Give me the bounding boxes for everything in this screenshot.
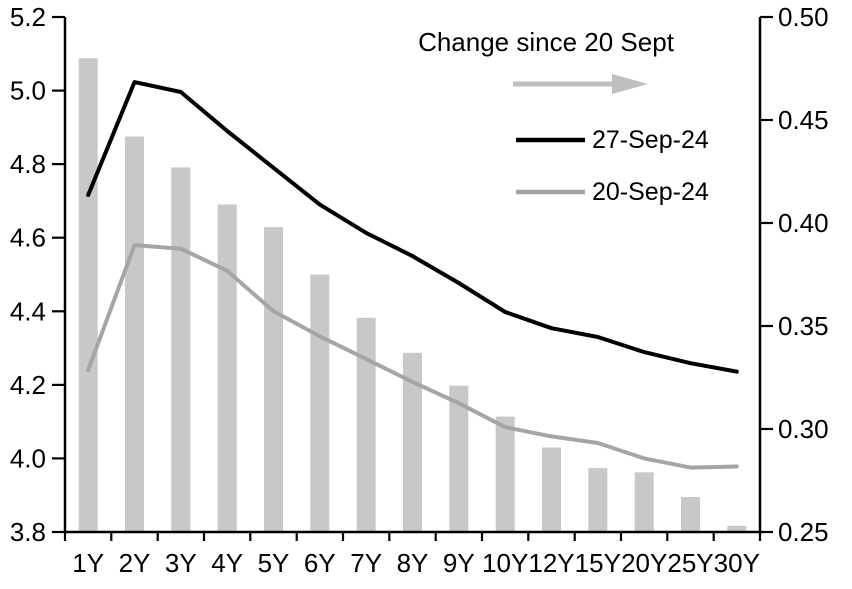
x-axis-category-label: 8Y [397, 548, 429, 578]
x-axis-category-label: 5Y [258, 548, 290, 578]
x-axis-category-label: 3Y [165, 548, 197, 578]
bar-7Y [356, 317, 376, 532]
bar-4Y [217, 204, 237, 532]
right-axis-tick-label: 0.45 [778, 105, 829, 135]
x-axis-category-label: 30Y [714, 548, 760, 578]
x-axis-category-label: 9Y [443, 548, 475, 578]
left-axis-tick-label: 4.4 [10, 296, 46, 326]
left-axis-tick-label: 5.0 [10, 76, 46, 106]
right-axis-tick-label: 0.30 [778, 414, 829, 444]
right-axis-tick-label: 0.25 [778, 517, 829, 547]
x-axis-category-label: 7Y [350, 548, 382, 578]
bar-30Y [727, 525, 747, 532]
bar-10Y [495, 416, 515, 532]
bar-2Y [125, 136, 144, 532]
bar-1Y [78, 58, 98, 532]
bar-25Y [681, 497, 700, 532]
line-27-sep-24 [86, 80, 739, 374]
change-arrow-head-icon [612, 74, 648, 94]
left-axis-tick-label: 3.8 [10, 517, 46, 547]
right-axis-tick-label: 0.40 [778, 208, 829, 238]
bar-3Y [171, 167, 191, 532]
x-axis-category-label: 10Y [482, 548, 528, 578]
bar-9Y [449, 385, 469, 532]
line-20-sep-24 [86, 243, 739, 470]
x-axis-category-label: 6Y [304, 548, 336, 578]
x-axis-category-label: 1Y [72, 548, 104, 578]
legend-label-20-sep-24: 20-Sep-24 [592, 178, 709, 206]
left-axis-tick-label: 4.2 [10, 370, 46, 400]
bar-12Y [542, 447, 561, 532]
bar-6Y [310, 274, 330, 532]
bar-15Y [588, 468, 608, 532]
bar-8Y [403, 352, 422, 532]
x-axis-category-label: 15Y [575, 548, 621, 578]
left-axis-tick-label: 4.8 [10, 149, 46, 179]
left-axis-tick-label: 5.2 [10, 2, 46, 32]
x-axis-category-label: 20Y [621, 548, 667, 578]
bar-5Y [264, 227, 283, 532]
left-axis-tick-label: 4.6 [10, 223, 46, 253]
legend-label-27-sep-24: 27-Sep-24 [592, 126, 709, 154]
right-axis-tick-label: 0.35 [778, 311, 829, 341]
x-axis-category-label: 12Y [528, 548, 574, 578]
left-axis-tick-label: 4.0 [10, 443, 46, 473]
x-axis-category-label: 4Y [211, 548, 243, 578]
bar-20Y [634, 472, 654, 532]
legend-title: Change since 20 Sept [418, 27, 674, 57]
x-axis-category-label: 25Y [667, 548, 713, 578]
x-axis-category-label: 2Y [119, 548, 151, 578]
right-axis-tick-label: 0.50 [778, 2, 829, 32]
